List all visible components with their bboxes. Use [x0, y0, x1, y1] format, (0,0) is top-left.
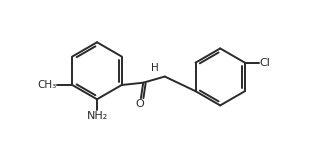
- Text: H: H: [151, 64, 159, 74]
- Text: NH₂: NH₂: [86, 111, 108, 121]
- Text: CH₃: CH₃: [37, 80, 56, 90]
- Text: Cl: Cl: [259, 58, 270, 68]
- Text: O: O: [136, 99, 144, 109]
